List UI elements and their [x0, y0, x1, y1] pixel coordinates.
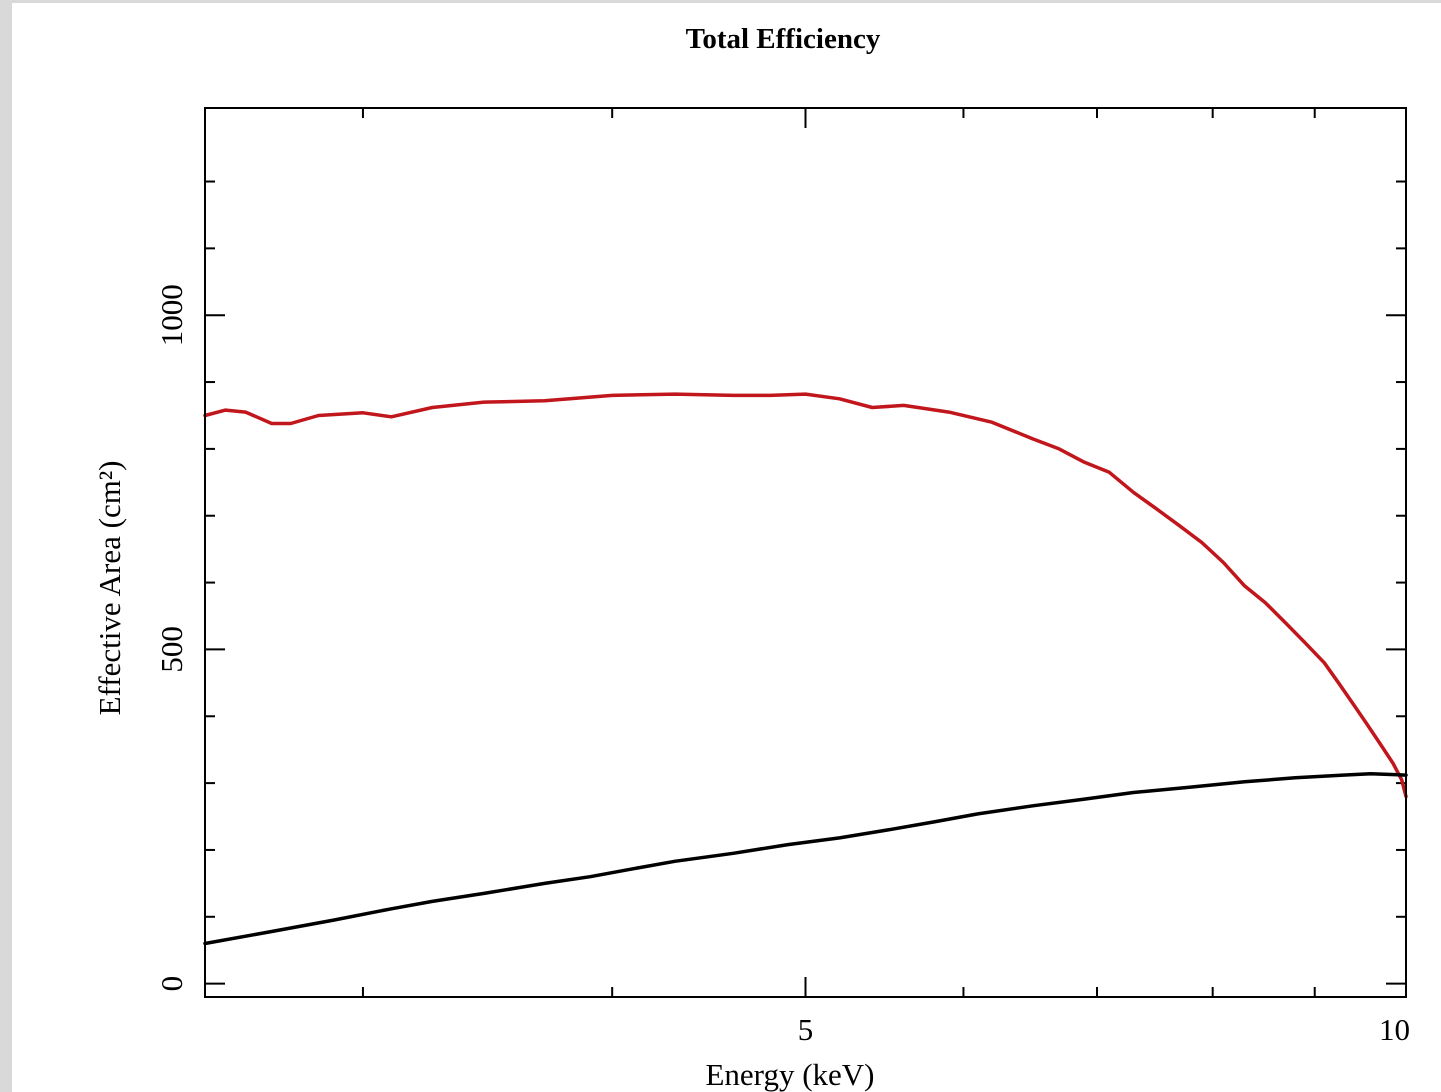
y-tick-label: 0: [154, 976, 189, 992]
chart-frame: Total Efficiency 5 10 0 500 1000 Energy (keV…: [12, 3, 1441, 1092]
series-line-2: [203, 771, 1408, 946]
tick-labels: 5 10 0 500 1000: [154, 284, 1410, 1047]
series-layer: [203, 392, 1408, 946]
series-line-1: [203, 392, 1408, 799]
y-tick-label: 1000: [154, 284, 189, 346]
x-tick-label: 10: [1379, 1012, 1410, 1047]
major-ticks: [205, 108, 1407, 997]
chart-svg: Total Efficiency 5 10 0 500 1000 Energy (keV…: [92, 23, 1410, 1092]
y-axis-label: Effective Area (cm²): [92, 461, 127, 716]
minor-ticks: [205, 108, 1406, 997]
x-axis-label: Energy (keV): [705, 1057, 874, 1092]
x-tick-label: 5: [798, 1012, 814, 1047]
chart-title: Total Efficiency: [686, 23, 881, 55]
plot-area-border: [204, 107, 1407, 998]
y-tick-label: 500: [154, 626, 189, 673]
